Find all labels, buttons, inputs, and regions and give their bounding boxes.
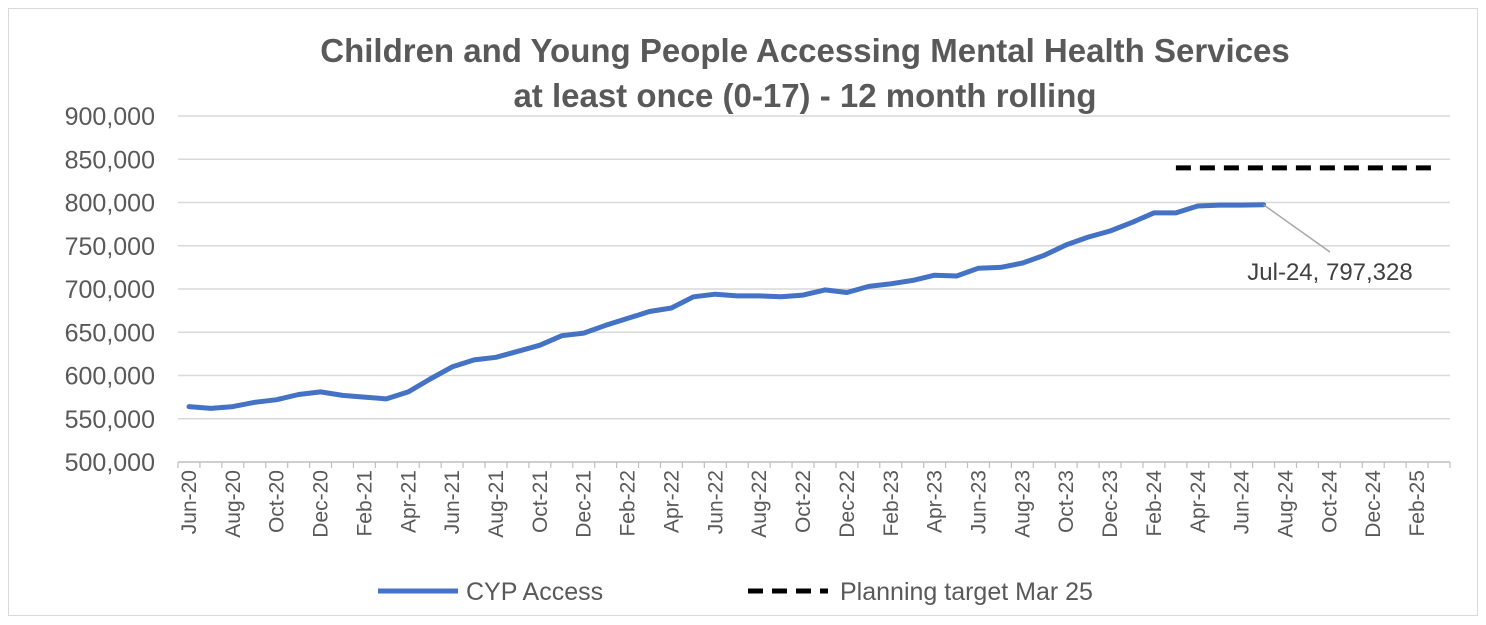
x-tick-label: Feb-24 — [1143, 470, 1166, 537]
x-tick-label: Dec-22 — [836, 470, 859, 538]
y-tick-label: 900,000 — [65, 103, 155, 131]
y-tick-label: 850,000 — [65, 146, 155, 174]
y-tick-label: 750,000 — [65, 233, 155, 261]
data-label-annotation: Jul-24, 797,328 — [1247, 204, 1413, 286]
x-tick-label: Jun-21 — [441, 470, 464, 534]
annotation-label: Jul-24, 797,328 — [1247, 259, 1412, 286]
x-tick-label: Apr-22 — [660, 470, 683, 533]
x-tick-label: Feb-25 — [1406, 470, 1429, 537]
series-lines — [186, 165, 1439, 411]
x-tick-label: Dec-23 — [1099, 470, 1122, 538]
x-tick-label: Feb-23 — [880, 470, 903, 537]
y-axis-tick-labels: 900,000 850,000 800,000 750,000 700,000 650,0… — [65, 103, 155, 477]
legend-label-planning-target: Planning target Mar 25 — [840, 578, 1093, 606]
x-tick-label: Feb-22 — [617, 470, 640, 537]
y-tick-label: 500,000 — [65, 449, 155, 477]
x-tick-label: Oct-21 — [529, 470, 552, 533]
x-tick-label: Aug-20 — [222, 470, 245, 538]
x-tick-label: Jun-24 — [1231, 470, 1254, 535]
x-tick-label: Jun-23 — [967, 470, 990, 534]
x-tick-label: Aug-23 — [1011, 470, 1034, 538]
y-tick-label: 550,000 — [65, 406, 155, 434]
x-tick-label: Oct-23 — [1055, 470, 1078, 533]
y-tick-label: 800,000 — [65, 190, 155, 218]
x-axis-tick-labels: Jun-20 Aug-20 Oct-20 Dec-20 Feb-21 Apr-21 Jun-… — [178, 470, 1429, 538]
y-tick-label: 650,000 — [65, 319, 155, 347]
legend: CYP Access Planning target Mar 25 — [378, 578, 1093, 606]
x-tick-label: Apr-21 — [397, 470, 420, 533]
series-line-0 — [186, 202, 1267, 411]
gridlines — [177, 115, 1451, 468]
x-tick-label: Oct-20 — [266, 470, 289, 533]
chart-frame — [8, 8, 1478, 616]
x-tick-label: Aug-24 — [1275, 470, 1298, 538]
x-tick-label: Apr-23 — [924, 470, 947, 533]
y-tick-label: 700,000 — [65, 276, 155, 304]
x-tick-label: Aug-22 — [748, 470, 771, 538]
x-tick-label: Jun-20 — [178, 470, 201, 534]
x-tick-label: Jun-22 — [704, 470, 727, 534]
x-tick-label: Apr-24 — [1187, 470, 1210, 533]
x-tick-label: Dec-20 — [310, 470, 333, 538]
chart-title-line-2: at least once (0-17) - 12 month rolling — [513, 77, 1096, 114]
chart-title-line-1: Children and Young People Accessing Ment… — [320, 32, 1290, 69]
x-tick-label: Oct-24 — [1318, 470, 1341, 533]
legend-label-cyp-access: CYP Access — [466, 578, 603, 606]
annotation-leader-line — [1263, 204, 1331, 253]
x-tick-label: Oct-22 — [792, 470, 815, 533]
x-tick-label: Dec-24 — [1362, 470, 1385, 538]
x-tick-label: Dec-21 — [573, 470, 596, 538]
x-tick-label: Feb-21 — [353, 470, 376, 537]
x-tick-label: Aug-21 — [485, 470, 508, 538]
y-tick-label: 600,000 — [65, 363, 155, 391]
